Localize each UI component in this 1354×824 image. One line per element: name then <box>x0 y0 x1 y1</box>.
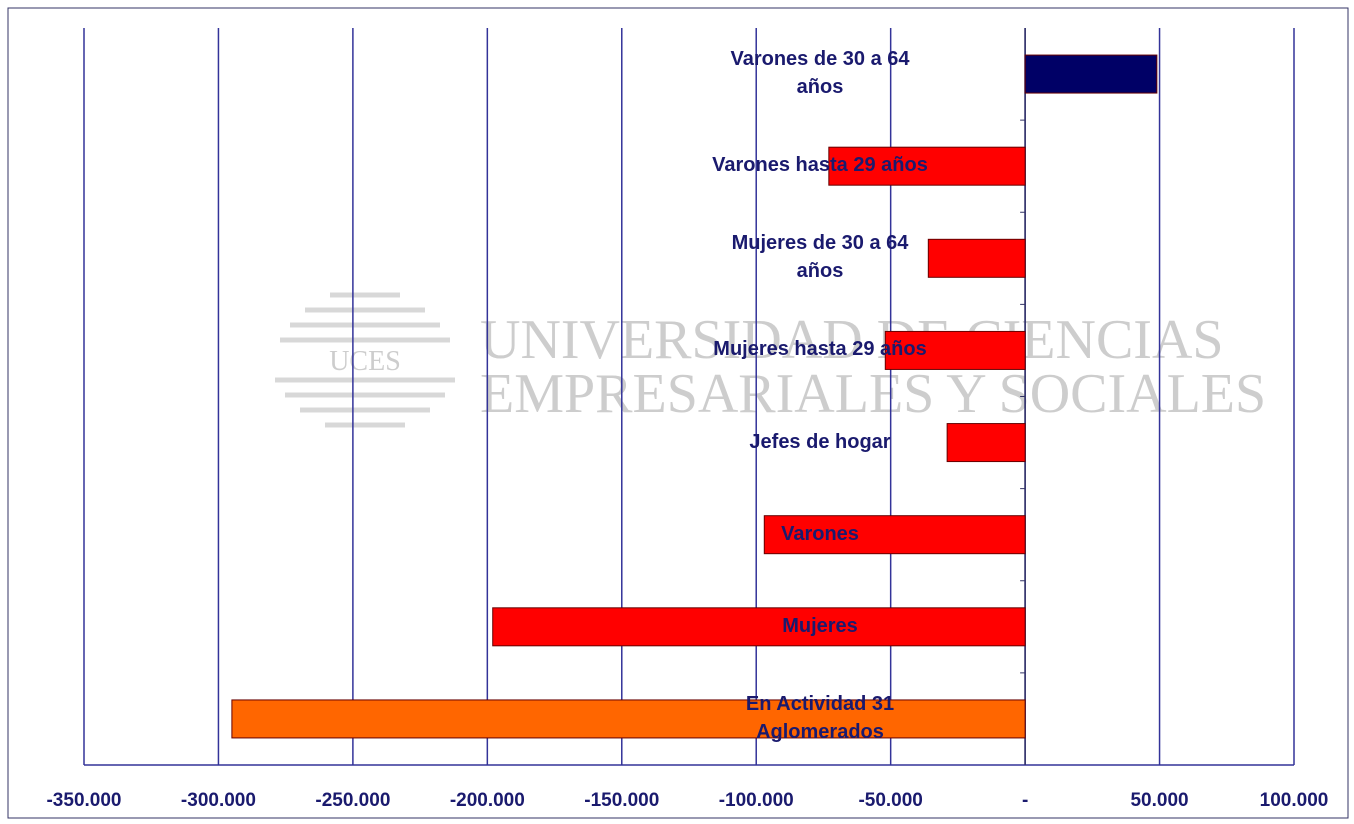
watermark-line2: EMPRESARIALES Y SOCIALES <box>480 363 1266 425</box>
frame <box>7 7 1349 819</box>
bar <box>828 146 1026 186</box>
bar <box>231 699 1026 739</box>
x-tick-label: 100.000 <box>1260 790 1329 811</box>
x-tick-label: - <box>1022 790 1028 811</box>
x-tick-label: -50.000 <box>858 790 922 811</box>
bar <box>946 423 1026 463</box>
bar <box>884 330 1026 370</box>
x-tick-label: -150.000 <box>584 790 659 811</box>
category-label: Varones hasta 29 años <box>712 154 928 177</box>
x-tick-label: -350.000 <box>46 790 121 811</box>
category-label: Mujeres hasta 29 años <box>713 338 927 361</box>
x-tick-label: -200.000 <box>450 790 525 811</box>
category-label: Mujeres <box>782 614 858 637</box>
x-tick-label: 50.000 <box>1130 790 1188 811</box>
watermark-line1: UNIVERSIDAD DE CIENCIAS <box>480 309 1224 371</box>
watermark: UCES UNIVERSIDAD DE CIENCIAS EMPRESARIAL… <box>275 292 1266 428</box>
bar <box>492 607 1026 647</box>
x-tick-label: -100.000 <box>719 790 794 811</box>
bar <box>927 238 1026 278</box>
watermark-logo: UCES <box>329 346 401 377</box>
category-label: Varones de 30 a 64 años <box>730 48 910 99</box>
bar <box>763 515 1026 555</box>
category-label: Varones <box>781 522 859 545</box>
x-tick-label: -300.000 <box>181 790 256 811</box>
x-tick-label: -250.000 <box>315 790 390 811</box>
logo-lines <box>275 292 455 428</box>
category-label: Jefes de hogar <box>749 430 891 453</box>
category-label: En Actividad 31 Aglomerados <box>745 692 895 743</box>
category-label: Mujeres de 30 a 64 años <box>731 232 909 283</box>
bar <box>1024 54 1158 94</box>
